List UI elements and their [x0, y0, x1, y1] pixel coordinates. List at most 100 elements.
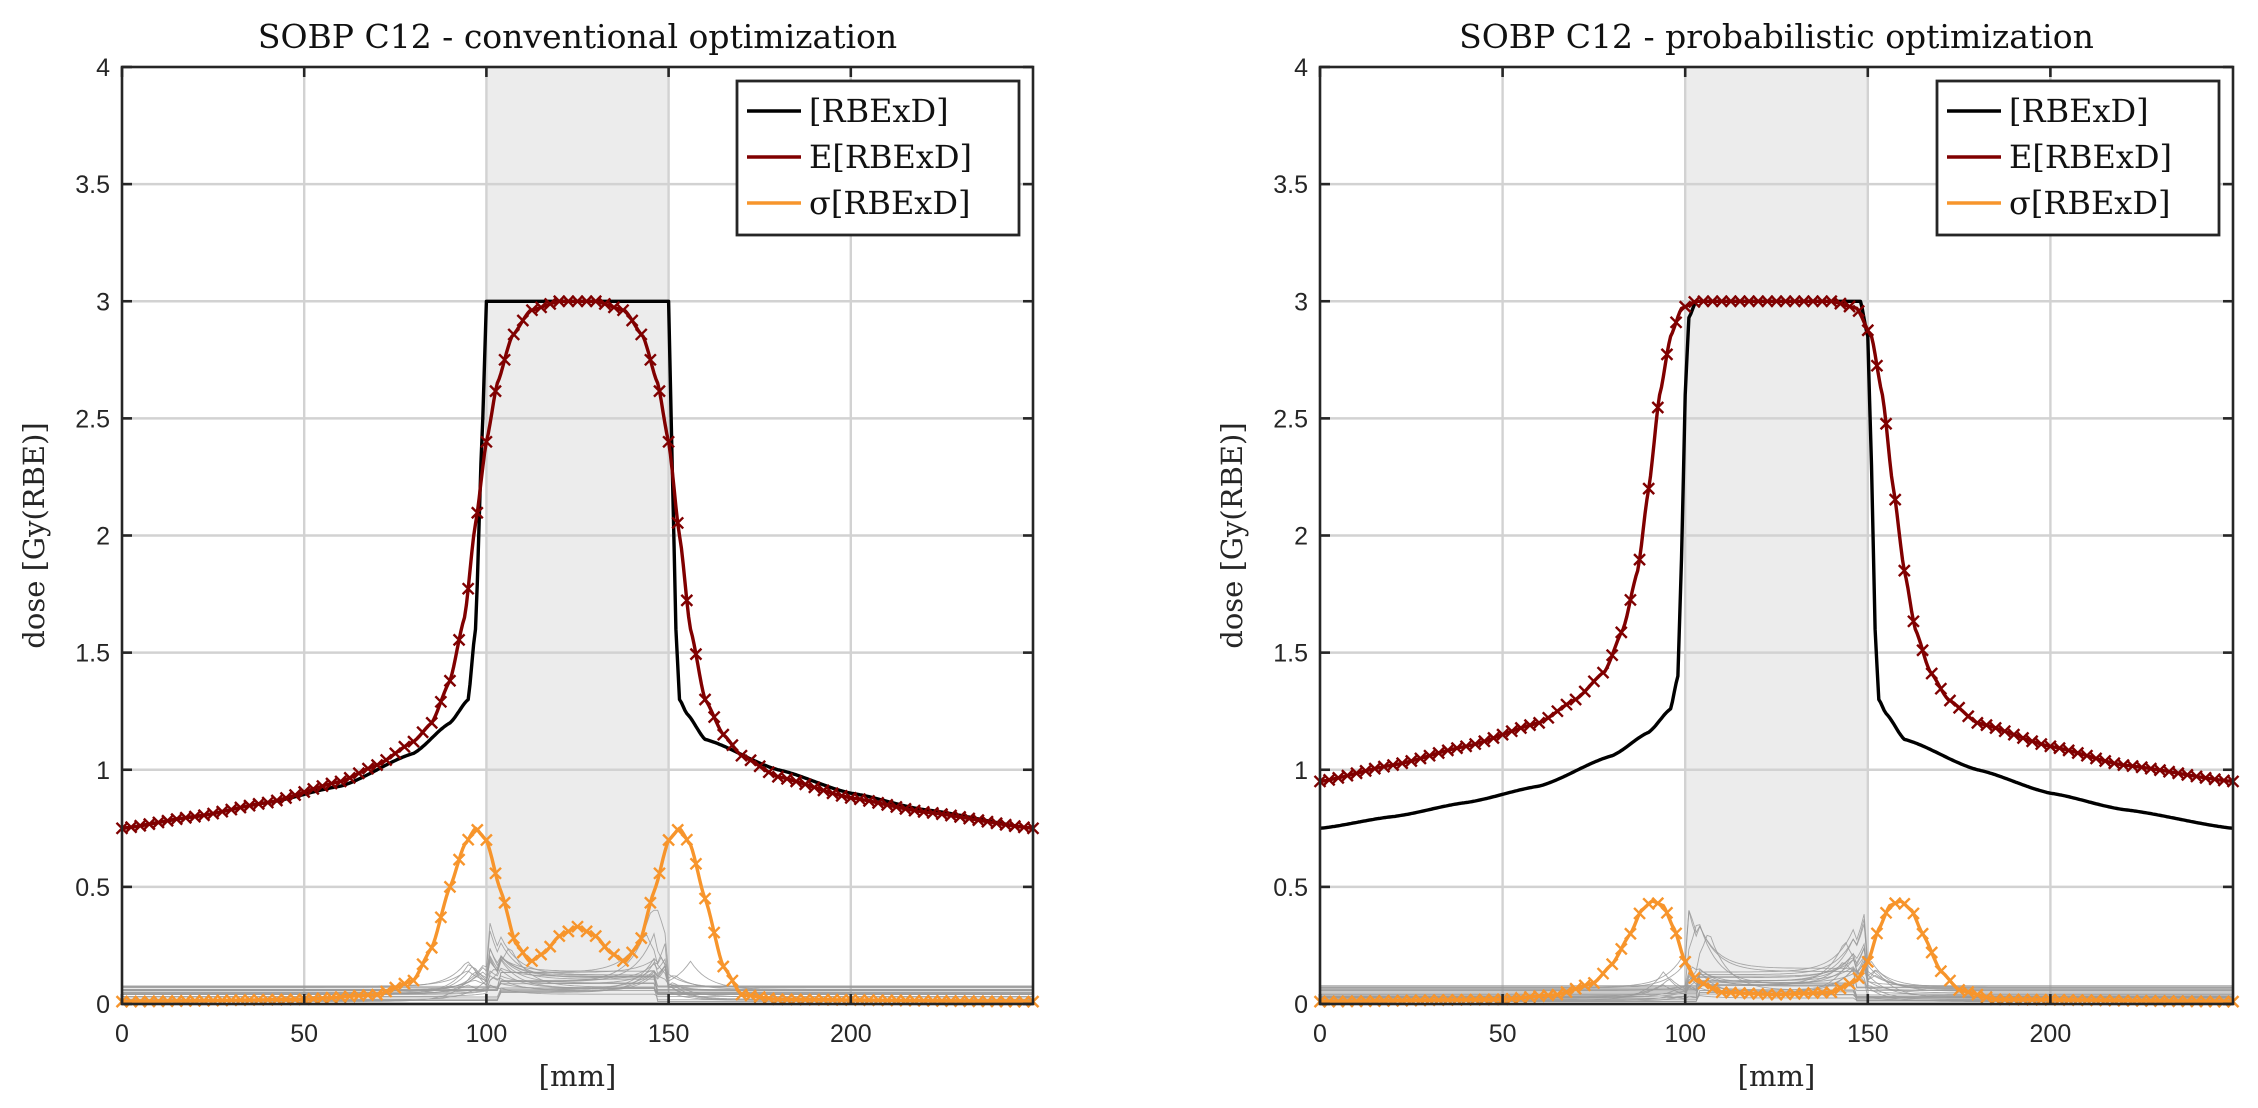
- x-tick-label: 150: [648, 1020, 690, 1048]
- data-point-marker: [1614, 626, 1628, 639]
- y-tick-label: 4: [1294, 54, 1308, 82]
- data-point-marker: [1660, 348, 1674, 361]
- data-point-marker: [707, 926, 721, 939]
- data-point-marker: [443, 674, 457, 688]
- x-tick-label: 200: [830, 1020, 872, 1048]
- data-point-marker: [470, 823, 484, 837]
- data-point-marker: [1587, 976, 1601, 990]
- x-tick-label: 50: [290, 1020, 318, 1048]
- data-point-marker: [1879, 906, 1893, 920]
- data-point-marker: [1770, 294, 1783, 308]
- data-point-marker: [689, 647, 703, 661]
- data-point-marker: [1505, 724, 1519, 738]
- data-point-marker: [306, 782, 320, 796]
- data-point-marker: [1897, 897, 1911, 911]
- y-tick-label: 2: [96, 523, 110, 551]
- data-point-marker: [762, 765, 776, 779]
- x-axis-label: [mm]: [539, 1059, 617, 1093]
- data-point-marker: [671, 516, 685, 530]
- scenario-curve: [122, 932, 1033, 991]
- data-point-marker: [1971, 988, 1984, 1001]
- x-tick-label: 200: [2030, 1020, 2072, 1048]
- data-point-marker: [379, 985, 393, 998]
- data-point-marker: [671, 823, 685, 837]
- y-tick-label: 3: [1294, 288, 1308, 316]
- data-point-marker: [1331, 771, 1345, 785]
- x-tick-label: 0: [1313, 1020, 1327, 1048]
- chart-panel-1: 0 50 100 150 200 0 0.5 1 1.5 2 2.5 3 3.5 4 SOBP C12 - …: [17, 17, 1040, 1093]
- y-tick-label: 3.5: [1273, 171, 1308, 199]
- data-point-marker: [1578, 685, 1592, 698]
- data-point-marker: [334, 775, 347, 788]
- data-point-marker: [425, 716, 439, 730]
- data-point-marker: [1916, 643, 1929, 657]
- data-point-marker: [1706, 982, 1719, 995]
- data-point-marker: [716, 960, 730, 973]
- data-point-marker: [1496, 728, 1509, 741]
- y-axis-label: dose [Gy(RBE)]: [1215, 422, 1249, 648]
- data-point-marker: [607, 300, 621, 314]
- data-point-marker: [1651, 401, 1665, 414]
- data-point-marker: [1551, 704, 1564, 718]
- data-point-marker: [480, 833, 493, 847]
- data-point-marker: [270, 794, 284, 807]
- scenario-curve: [1320, 923, 2233, 990]
- data-point-marker: [1596, 666, 1610, 679]
- data-point-marker: [398, 977, 411, 990]
- data-point-marker: [288, 788, 302, 802]
- y-tick-label: 2.5: [1273, 405, 1308, 433]
- data-point-marker: [634, 328, 648, 341]
- data-point-marker: [1642, 482, 1656, 495]
- data-point-marker: [1359, 764, 1372, 778]
- data-point-marker: [1432, 746, 1446, 760]
- data-point-marker: [552, 294, 566, 308]
- y-tick-label: 1: [1294, 757, 1308, 785]
- data-point-marker: [1706, 294, 1719, 308]
- data-point-marker: [434, 695, 448, 709]
- data-point-marker: [1669, 315, 1683, 329]
- chart-title: SOBP C12 - probabilistic optimization: [1459, 17, 2094, 56]
- data-point-marker: [1989, 721, 2002, 735]
- series-markers-2: [115, 294, 1040, 835]
- data-point-marker: [534, 300, 548, 314]
- scenario-curve: [1320, 945, 2233, 994]
- y-tick-label: 0: [1294, 991, 1308, 1019]
- data-point-marker: [653, 384, 666, 398]
- data-point-marker: [817, 784, 830, 797]
- data-point-marker: [662, 435, 675, 449]
- scenario-curve: [1320, 914, 2233, 992]
- data-point-marker: [234, 801, 247, 814]
- data-point-marker: [370, 758, 384, 772]
- series-markers-2: [1313, 294, 2240, 788]
- data-point-marker: [2025, 734, 2039, 748]
- data-point-marker: [1861, 955, 1875, 969]
- data-point-marker: [388, 747, 402, 760]
- data-point-marker: [625, 946, 639, 959]
- data-point-marker: [452, 633, 466, 647]
- data-point-marker: [580, 294, 593, 308]
- data-point-marker: [1852, 304, 1866, 318]
- data-point-marker: [470, 506, 484, 520]
- scenario-curve: [122, 922, 1033, 993]
- data-point-marker: [279, 791, 293, 805]
- data-point-marker: [589, 294, 603, 308]
- data-point-marker: [1742, 294, 1756, 308]
- data-point-marker: [316, 779, 329, 793]
- data-point-marker: [735, 749, 748, 763]
- y-tick-label: 2: [1294, 523, 1308, 551]
- legend-entry: σ[RBExD]: [2009, 184, 2170, 222]
- data-point-marker: [489, 384, 502, 398]
- data-point-marker: [871, 796, 885, 810]
- data-point-marker: [489, 866, 502, 880]
- data-point-marker: [452, 853, 466, 867]
- data-point-marker: [206, 807, 220, 820]
- x-tick-label: 0: [115, 1020, 129, 1048]
- data-point-marker: [1952, 983, 1966, 997]
- data-point-marker: [407, 974, 420, 987]
- data-point-marker: [1916, 927, 1929, 941]
- data-point-marker: [1761, 294, 1774, 308]
- data-point-marker: [480, 435, 493, 449]
- data-point-marker: [543, 940, 557, 954]
- data-point-marker: [1806, 294, 1820, 308]
- data-point-marker: [370, 988, 384, 1001]
